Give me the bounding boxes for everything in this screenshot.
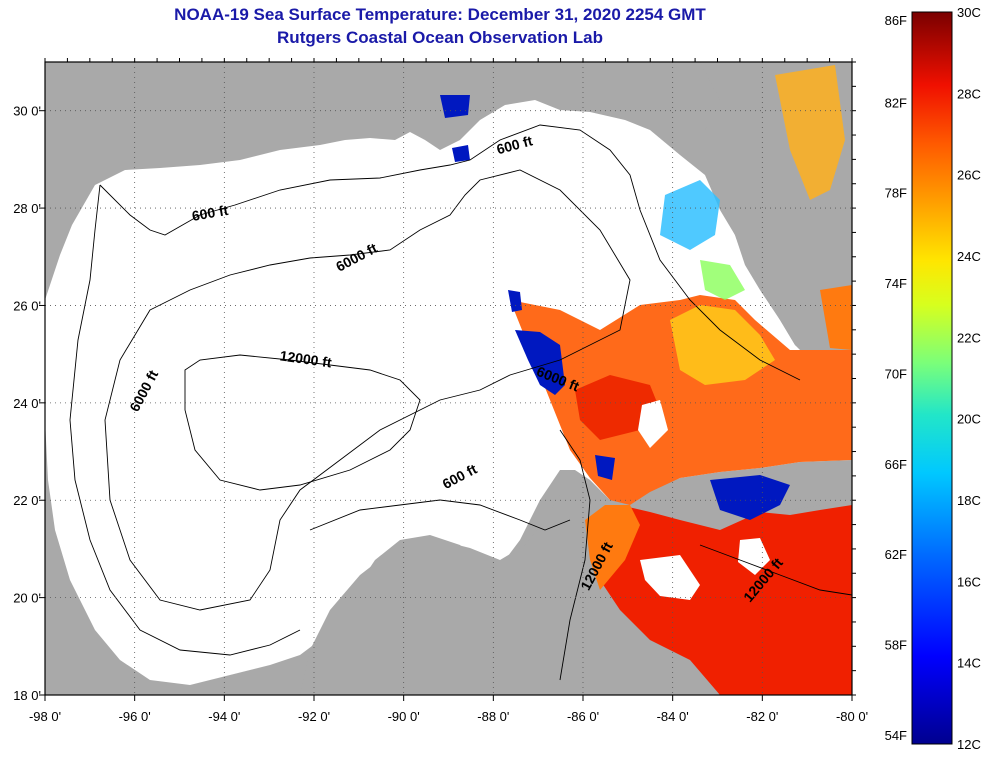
y-tick-label: 18 0' — [13, 688, 41, 703]
sst-east-patch — [820, 285, 852, 350]
y-tick-label: 28 0' — [13, 201, 41, 216]
sst-green-patch — [700, 260, 745, 300]
sst-yellow-patch — [670, 305, 775, 385]
y-tick-label: 20 0' — [13, 591, 41, 606]
colorbar-fahrenheit-label: 86F — [885, 13, 907, 28]
bathymetry-contours — [69, 124, 852, 681]
contour-label: 12000 ft — [279, 347, 333, 370]
colorbar-fahrenheit-label: 54F — [885, 728, 907, 743]
cloud-cold-north — [508, 290, 522, 312]
colorbar-celsius-label: 30C — [957, 5, 981, 20]
y-tick-label: 24 0' — [13, 396, 41, 411]
colorbar-celsius-label: 22C — [957, 330, 981, 345]
x-tick-label: -88 0' — [477, 709, 509, 724]
cloud-cold-mobile — [440, 95, 470, 118]
cloud-cold-gulfcoast — [452, 145, 470, 162]
chart-subtitle: Rutgers Coastal Ocean Observation Lab — [277, 28, 603, 47]
map-grid — [45, 62, 852, 695]
axis-ticks: -98 0' -96 0' -94 0' -92 0' -90 0' -88 0' -86 … — [13, 58, 868, 724]
x-tick-label: -90 0' — [388, 709, 420, 724]
colorbar-fahrenheit-label: 62F — [885, 547, 907, 562]
contour-12000ft — [184, 354, 421, 491]
colorbar-celsius-label: 28C — [957, 86, 981, 101]
yucatan-land — [300, 490, 595, 695]
x-tick-label: -82 0' — [746, 709, 778, 724]
x-tick-label: -86 0' — [567, 709, 599, 724]
colorbar-fahrenheit-label: 66F — [885, 457, 907, 472]
cloud-cold-small — [595, 455, 615, 480]
chart-title: NOAA-19 Sea Surface Temperature: Decembe… — [174, 5, 706, 24]
x-tick-label: -96 0' — [119, 709, 151, 724]
sst-southern-warm — [590, 505, 852, 695]
colorbar-fahrenheit-label: 78F — [885, 186, 907, 201]
colorbar-celsius-label: 12C — [957, 737, 981, 752]
x-tick-label: -94 0' — [208, 709, 240, 724]
x-tick-label: -80 0' — [836, 709, 868, 724]
contour-600ft-yucatan — [309, 499, 571, 531]
contour-12000ft-carib — [699, 544, 852, 596]
colorbar-celsius-label: 14C — [957, 656, 981, 671]
colorbar-fahrenheit-label: 82F — [885, 95, 907, 110]
contour-600ft-shelf — [99, 124, 801, 381]
x-tick-label: -98 0' — [29, 709, 61, 724]
colorbar-fahrenheit-label: 74F — [885, 276, 907, 291]
x-tick-label: -84 0' — [657, 709, 689, 724]
cloud-cold-strip — [515, 330, 565, 395]
colorbar-celsius-label: 24C — [957, 249, 981, 264]
y-tick-label: 26 0' — [13, 298, 41, 313]
cloud-cold-cuba — [710, 475, 790, 520]
y-tick-label: 30 0' — [13, 104, 41, 119]
colorbar-celsius-label: 16C — [957, 574, 981, 589]
gulf-ocean — [45, 100, 852, 685]
colorbar-celsius-label: 20C — [957, 412, 981, 427]
y-tick-label: 22 0' — [13, 493, 41, 508]
colorbar-celsius-label: 18C — [957, 493, 981, 508]
x-tick-label: -92 0' — [298, 709, 330, 724]
colorbar-fahrenheit-label: 58F — [885, 638, 907, 653]
sst-southern-orange — [585, 505, 640, 590]
cloud-gap-2 — [640, 555, 700, 600]
sst-nfla-patch — [775, 65, 845, 200]
contour-label: 600 ft — [191, 202, 230, 224]
contour-12000ft-east — [559, 429, 591, 681]
colorbar-labels: 30C 28C 26C 24C 22C 20C 18C 16C 14C 12C 86F 82F 78F 7… — [885, 5, 981, 752]
contour-6000ft — [104, 169, 631, 611]
contour-600ft-west — [69, 184, 301, 656]
sst-cyan-patch — [660, 180, 720, 250]
colorbar-fahrenheit-label: 70F — [885, 366, 907, 381]
colorbar — [911, 11, 953, 745]
colorbar-celsius-label: 26C — [957, 168, 981, 183]
cloud-gap-1 — [638, 400, 668, 448]
sst-red-patch — [575, 375, 660, 440]
